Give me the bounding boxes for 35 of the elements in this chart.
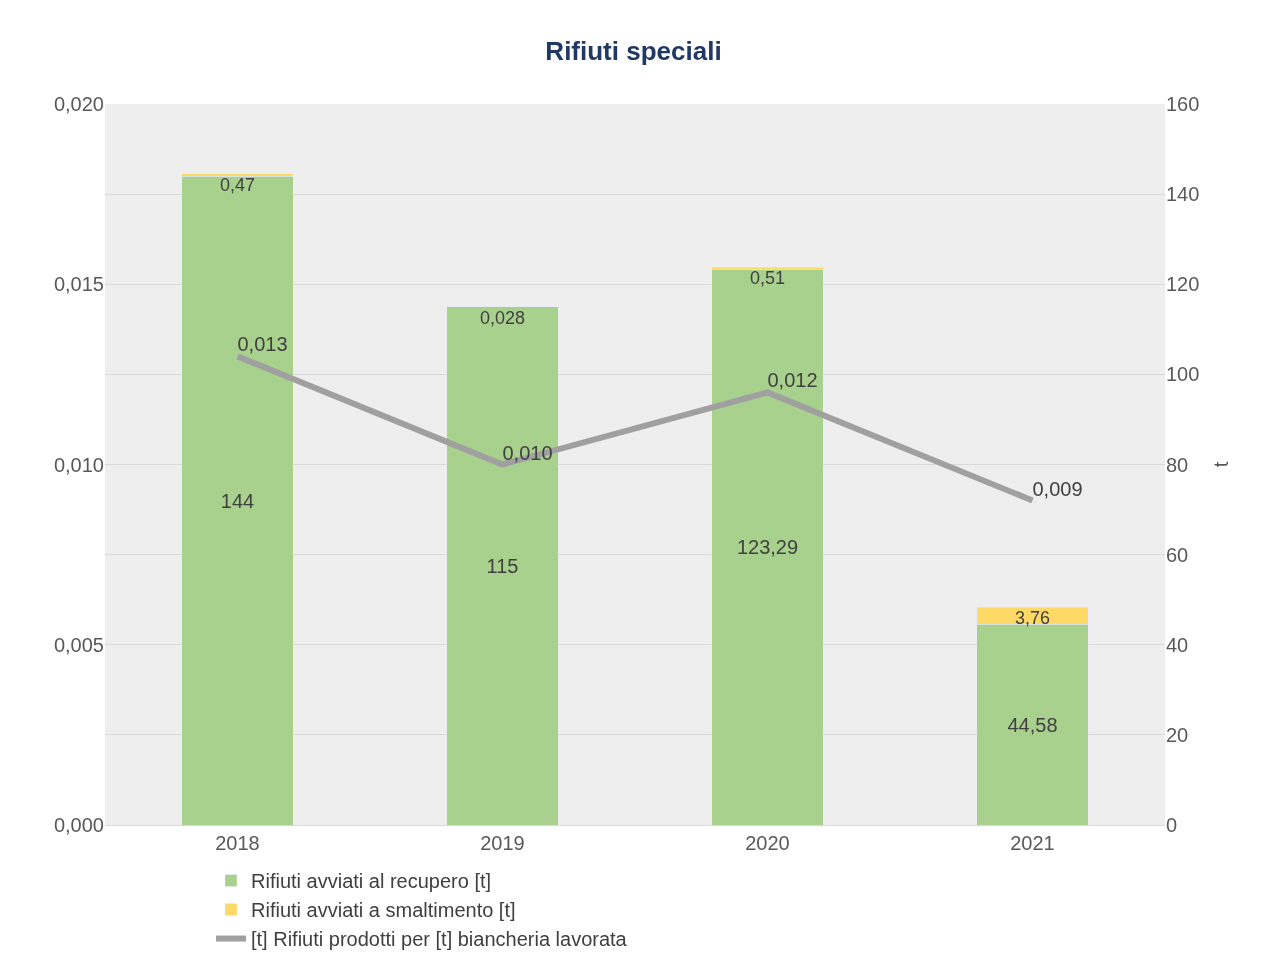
legend-label: [t] Rifiuti prodotti per [t] biancheria lavorata: [251, 928, 628, 951]
data-label: 0,51: [750, 268, 786, 288]
y2-tick-label: 40: [1166, 633, 1189, 656]
y2-tick-label: 140: [1166, 183, 1200, 206]
data-label: 0,47: [220, 175, 256, 195]
data-label: 0,028: [480, 308, 526, 328]
x-tick-label: 2019: [480, 832, 525, 854]
data-label: 0,009: [1032, 477, 1083, 500]
y2-tick-label: 60: [1166, 543, 1189, 566]
y2-tick-label: 0: [1166, 814, 1178, 836]
y2-tick-label: 20: [1166, 723, 1189, 746]
data-label: 44,58: [1007, 713, 1058, 736]
data-label: 123,29: [736, 536, 799, 559]
data-label: 0,010: [502, 441, 553, 464]
y2-tick-label: 100: [1166, 363, 1200, 386]
data-label: 115: [486, 554, 519, 577]
y-tick-label: 0,000: [53, 814, 104, 836]
y2-tick-label: 120: [1166, 273, 1200, 296]
y-tick-label: 0,015: [53, 273, 104, 296]
data-label: 0,012: [767, 369, 818, 392]
y2-tick-label: 80: [1166, 453, 1189, 476]
x-tick-label: 2021: [1010, 832, 1055, 854]
chart-title: Rifiuti speciali: [545, 36, 722, 67]
x-tick-label: 2020: [745, 832, 790, 854]
data-label: 144: [220, 489, 255, 512]
y2-tick-label: 160: [1166, 93, 1200, 115]
y2-axis-title: t: [1209, 461, 1232, 468]
y-tick-label: 0,005: [53, 633, 104, 656]
legend-label: Rifiuti avviati al recupero [t]: [251, 870, 492, 893]
data-label: 3,76: [1015, 608, 1051, 628]
y-tick-label: 0,010: [53, 453, 104, 476]
y-tick-label: 0,020: [53, 93, 104, 115]
x-tick-label: 2018: [215, 832, 260, 854]
legend-label: Rifiuti avviati a smaltimento [t]: [251, 899, 516, 922]
data-label: 0,013: [237, 333, 288, 356]
